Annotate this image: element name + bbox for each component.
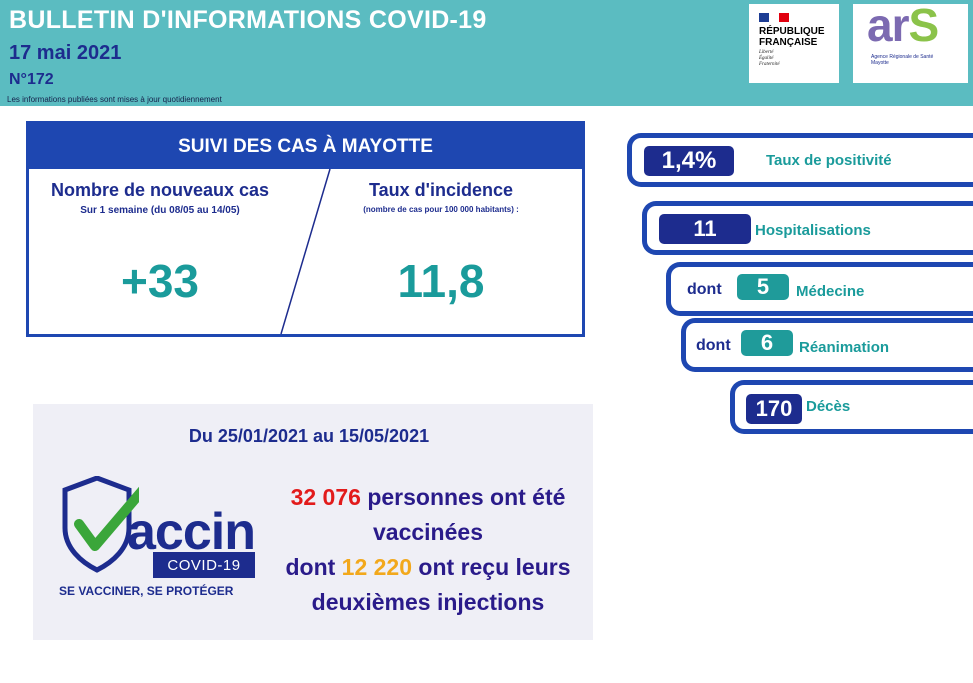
positivity-label: Taux de positivité bbox=[766, 152, 892, 169]
new-cases-period: Sur 1 semaine (du 08/05 au 14/05) bbox=[80, 205, 240, 216]
panel-divider bbox=[280, 168, 331, 334]
medecine-prefix: dont bbox=[687, 281, 722, 298]
vaccinated-line: 32 076 personnes ont été bbox=[263, 480, 593, 515]
deces-label: Décès bbox=[806, 398, 851, 415]
incidence-block: Taux d'incidence (nombre de cas pour 100… bbox=[333, 180, 549, 214]
new-cases-label: Nombre de nouveaux cas bbox=[50, 180, 270, 200]
hospitalisations-label: Hospitalisations bbox=[755, 222, 871, 239]
incidence-label: Taux d'incidence bbox=[369, 180, 513, 200]
deces-pill: 170 Décès bbox=[730, 380, 973, 434]
second-text-1: ont reçu leurs bbox=[418, 554, 571, 580]
hospitalisations-pill: 11 Hospitalisations bbox=[642, 201, 973, 255]
header-banner: BULLETIN D'INFORMATIONS COVID-19 17 mai … bbox=[0, 0, 973, 106]
vaccinated-text-2: vaccinées bbox=[373, 519, 483, 545]
second-dose-count: 12 220 bbox=[341, 554, 413, 580]
medecine-label: Médecine bbox=[796, 283, 865, 300]
vaccinated-text-1: personnes ont été bbox=[367, 484, 566, 510]
ars-sub-line-2: Mayotte bbox=[871, 60, 889, 66]
ars-wordmark: arS bbox=[867, 0, 939, 51]
vaccination-summary: 32 076 personnes ont été vaccinées dont … bbox=[263, 480, 593, 620]
covid-19-badge: COVID-19 bbox=[153, 552, 255, 578]
motto-egalite: Égalité bbox=[759, 56, 774, 61]
reanimation-label: Réanimation bbox=[799, 339, 890, 356]
ars-sub-line-1: Agence Régionale de Santé bbox=[871, 54, 934, 60]
incidence-value: 11,8 bbox=[397, 255, 485, 307]
new-cases-block: Nombre de nouveaux cas Sur 1 semaine (du… bbox=[33, 180, 287, 216]
bulletin-date: 17 mai 2021 bbox=[9, 42, 122, 64]
motto-liberte: Liberté bbox=[759, 50, 774, 55]
ars-subtitle: Agence Régionale de Santé Mayotte bbox=[871, 54, 933, 66]
case-tracking-title: SUIVI DES CAS À MAYOTTE bbox=[29, 124, 582, 169]
reanimation-value: 6 bbox=[741, 330, 793, 356]
second-dose-line: dont 12 220 ont reçu leurs bbox=[263, 550, 593, 585]
medecine-pill: dont 5 Médecine bbox=[666, 262, 973, 316]
flag-icon bbox=[759, 13, 789, 22]
vaccinated-count: 32 076 bbox=[290, 484, 361, 510]
shield-check-icon bbox=[62, 476, 139, 573]
positivity-pill: 1,4% Taux de positivité bbox=[627, 133, 973, 187]
reanimation-prefix: dont bbox=[696, 337, 731, 354]
positivity-value: 1,4% bbox=[644, 146, 734, 176]
bulletin-title: BULLETIN D'INFORMATIONS COVID-19 bbox=[9, 6, 487, 34]
deces-value: 170 bbox=[746, 394, 802, 424]
second-text-2: deuxièmes injections bbox=[311, 589, 545, 615]
reanimation-pill: dont 6 Réanimation bbox=[681, 318, 973, 372]
republique-motto: Liberté Égalité Fraternité bbox=[759, 50, 780, 68]
new-cases-value: +33 bbox=[120, 255, 200, 307]
vaccination-panel: Du 25/01/2021 au 15/05/2021 accin COVID-… bbox=[33, 404, 593, 640]
republique-francaise-logo: RÉPUBLIQUE FRANÇAISE Liberté Égalité Fra… bbox=[749, 4, 839, 83]
republique-line-1: RÉPUBLIQUE bbox=[759, 26, 825, 37]
case-tracking-panel: SUIVI DES CAS À MAYOTTE Nombre de nouvea… bbox=[26, 121, 585, 337]
republique-line-2: FRANÇAISE bbox=[759, 37, 818, 48]
hospitalisations-value: 11 bbox=[659, 214, 751, 244]
vaccin-covid-logo: accin COVID-19 SE VACCINER, SE PROTÉGER bbox=[59, 476, 259, 606]
republique-name: RÉPUBLIQUE FRANÇAISE bbox=[759, 26, 825, 48]
vaccination-period: Du 25/01/2021 au 15/05/2021 bbox=[188, 426, 430, 446]
ars-logo: arS Agence Régionale de Santé Mayotte bbox=[853, 0, 968, 83]
incidence-subtitle: (nombre de cas pour 100 000 habitants) : bbox=[363, 205, 519, 214]
motto-fraternite: Fraternité bbox=[759, 62, 780, 67]
vaccin-slogan: SE VACCINER, SE PROTÉGER bbox=[59, 584, 234, 598]
vaccin-wordmark: accin bbox=[127, 503, 256, 561]
update-note: Les informations publiées sont mises à j… bbox=[7, 95, 222, 104]
second-prefix: dont bbox=[285, 554, 336, 580]
medecine-value: 5 bbox=[737, 274, 789, 300]
bulletin-number: N°172 bbox=[9, 71, 54, 88]
